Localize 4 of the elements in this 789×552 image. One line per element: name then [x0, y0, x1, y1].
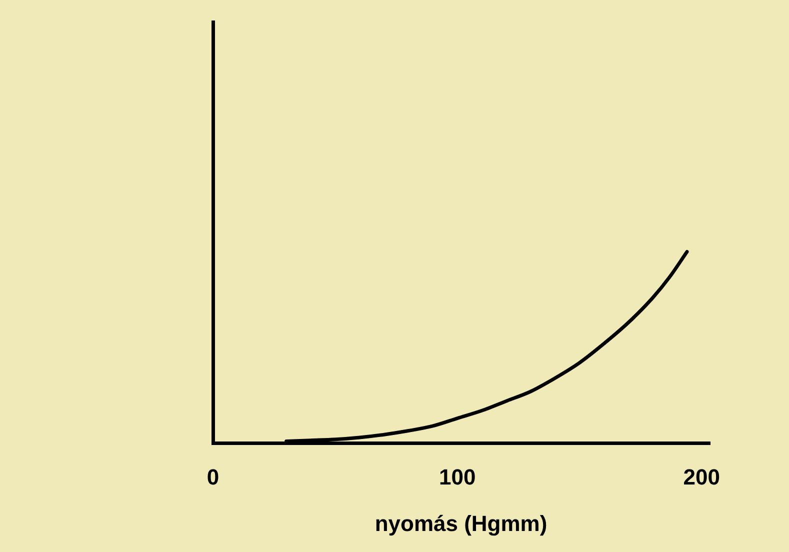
x-tick-label: 200	[683, 464, 720, 490]
x-tick-label: 100	[438, 464, 476, 490]
x-tick-label: 0	[206, 464, 220, 490]
x-axis-title: nyomás (Hgmm)	[374, 510, 548, 536]
